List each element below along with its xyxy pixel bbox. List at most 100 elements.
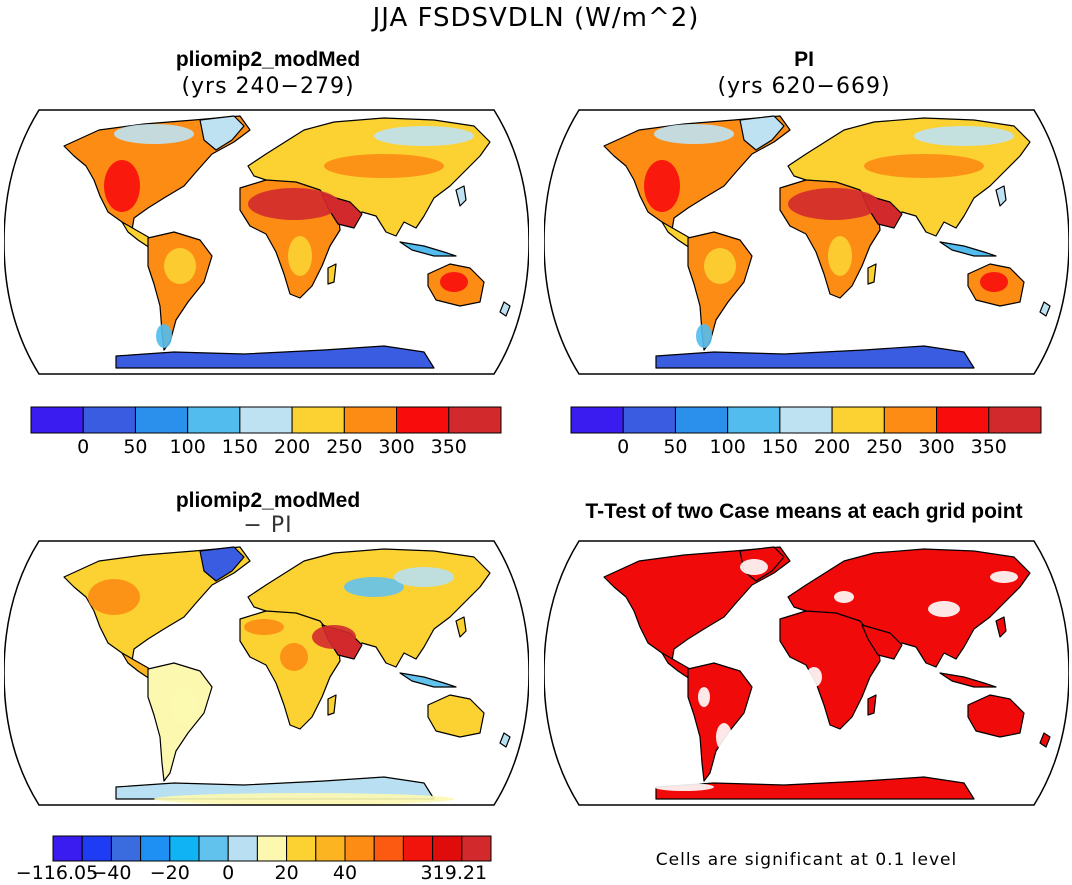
colorbar-box <box>134 406 189 434</box>
land-antarctica <box>655 345 975 369</box>
panel-title-top-right: PI <box>794 48 814 71</box>
colorbar-box <box>727 406 781 434</box>
land-greenland <box>199 546 245 582</box>
colorbar-tick-label: −116.05 <box>15 862 99 884</box>
land-japan <box>455 185 467 207</box>
colorbar-bottom-left <box>52 835 492 862</box>
colorbar-tick-label: 0 <box>617 436 630 458</box>
colorbar-box <box>140 835 171 862</box>
colorbar-tick-label: 250 <box>866 436 903 458</box>
field-patch <box>344 577 404 597</box>
colorbar-box <box>30 406 84 434</box>
colorbar-box <box>82 406 136 434</box>
land-madagascar <box>327 694 337 716</box>
colorbar-box <box>110 835 142 862</box>
land-madagascar <box>327 263 337 285</box>
colorbar-box <box>315 835 346 862</box>
colorbar-box <box>239 406 293 434</box>
colorbar-top-right-labels: 0 50 100 150 200 250 300 350 <box>570 436 1042 460</box>
land-japan <box>995 616 1007 638</box>
field-patch <box>928 601 960 617</box>
field-patch <box>834 591 854 603</box>
field-patch <box>154 793 454 805</box>
colorbar-box <box>570 406 624 434</box>
land-greenland <box>199 115 245 151</box>
colorbar-tick-label: 0 <box>77 436 90 458</box>
field-patch <box>104 160 140 212</box>
field-patch <box>88 579 140 615</box>
field-patch <box>248 188 340 220</box>
field-patch <box>828 236 852 276</box>
panel-subtitle-bottom-left: − PI <box>243 513 293 538</box>
field-patch <box>440 272 468 292</box>
field-patch <box>654 124 734 144</box>
colorbar-top-left <box>30 406 502 434</box>
colorbar-box <box>674 406 729 434</box>
map-panel-bottom-left <box>4 540 529 806</box>
field-patch <box>164 248 196 284</box>
colorbar-box <box>622 406 676 434</box>
land-antarctica <box>115 345 435 369</box>
land-newZealand <box>1039 301 1051 317</box>
land-newZealand <box>499 732 511 748</box>
colorbar-box <box>52 835 83 862</box>
colorbar-box <box>936 406 990 434</box>
colorbar-box <box>227 835 258 862</box>
field-patch <box>788 188 880 220</box>
field-patch <box>806 667 822 687</box>
colorbar-tick-label: 50 <box>663 436 688 458</box>
land-layer <box>63 546 511 805</box>
field-patch <box>394 567 454 587</box>
field-patch <box>990 571 1018 583</box>
field-patch <box>170 689 198 725</box>
field-patch <box>654 783 714 791</box>
map-border <box>4 109 529 375</box>
colorbar-box <box>779 406 833 434</box>
colorbar-box <box>81 835 112 862</box>
colorbar-box <box>883 406 938 434</box>
colorbar-box <box>343 406 398 434</box>
field-patch <box>704 248 736 284</box>
colorbar-tick-label: 200 <box>273 436 311 458</box>
colorbar-tick-label: 0 <box>222 862 235 884</box>
colorbar-tick-label: 150 <box>221 436 259 458</box>
colorbar-tick-label: 100 <box>709 436 746 458</box>
field-patch <box>644 160 680 212</box>
colorbar-tick-label: 300 <box>918 436 955 458</box>
colorbar-box <box>448 406 502 434</box>
panel-title-bottom-left: pliomip2_modMed <box>175 489 361 512</box>
colorbar-box <box>373 835 404 862</box>
map-border <box>4 540 529 806</box>
colorbar-tick-label: 200 <box>813 436 851 458</box>
land-madagascar <box>867 263 877 285</box>
colorbar-box <box>291 406 345 434</box>
field-patch <box>716 723 732 751</box>
colorbar-tick-label: 319.21 <box>420 862 488 884</box>
land-layer <box>603 546 1051 800</box>
map-panel-top-left <box>4 109 529 375</box>
land-australia <box>967 694 1025 738</box>
field-patch <box>374 126 474 146</box>
colorbar-box <box>344 835 375 862</box>
land-antarctica <box>655 776 975 800</box>
colorbar-tick-label: 350 <box>970 436 1007 458</box>
field-patch <box>980 272 1008 292</box>
land-japan <box>995 185 1007 207</box>
colorbar-tick-label: 300 <box>378 436 415 458</box>
colorbar-tick-label: 20 <box>274 862 299 884</box>
colorbar-box <box>396 406 450 434</box>
map-border <box>544 109 1069 375</box>
land-southAmerica <box>687 231 753 351</box>
colorbar-box <box>461 835 492 862</box>
field-patch <box>312 625 356 649</box>
colorbar-tick-label: 350 <box>430 436 467 458</box>
land-newZealand <box>1039 732 1051 748</box>
land-australia <box>427 694 485 738</box>
colorbar-box <box>286 835 317 862</box>
colorbar-tick-label: −40 <box>91 862 132 884</box>
land-layer <box>603 115 1051 369</box>
land-newZealand <box>499 301 511 317</box>
field-patch <box>914 126 1014 146</box>
colorbar-tick-label: 100 <box>169 436 206 458</box>
colorbar-top-left-labels: 0 50 100 150 200 250 300 350 <box>30 436 502 460</box>
